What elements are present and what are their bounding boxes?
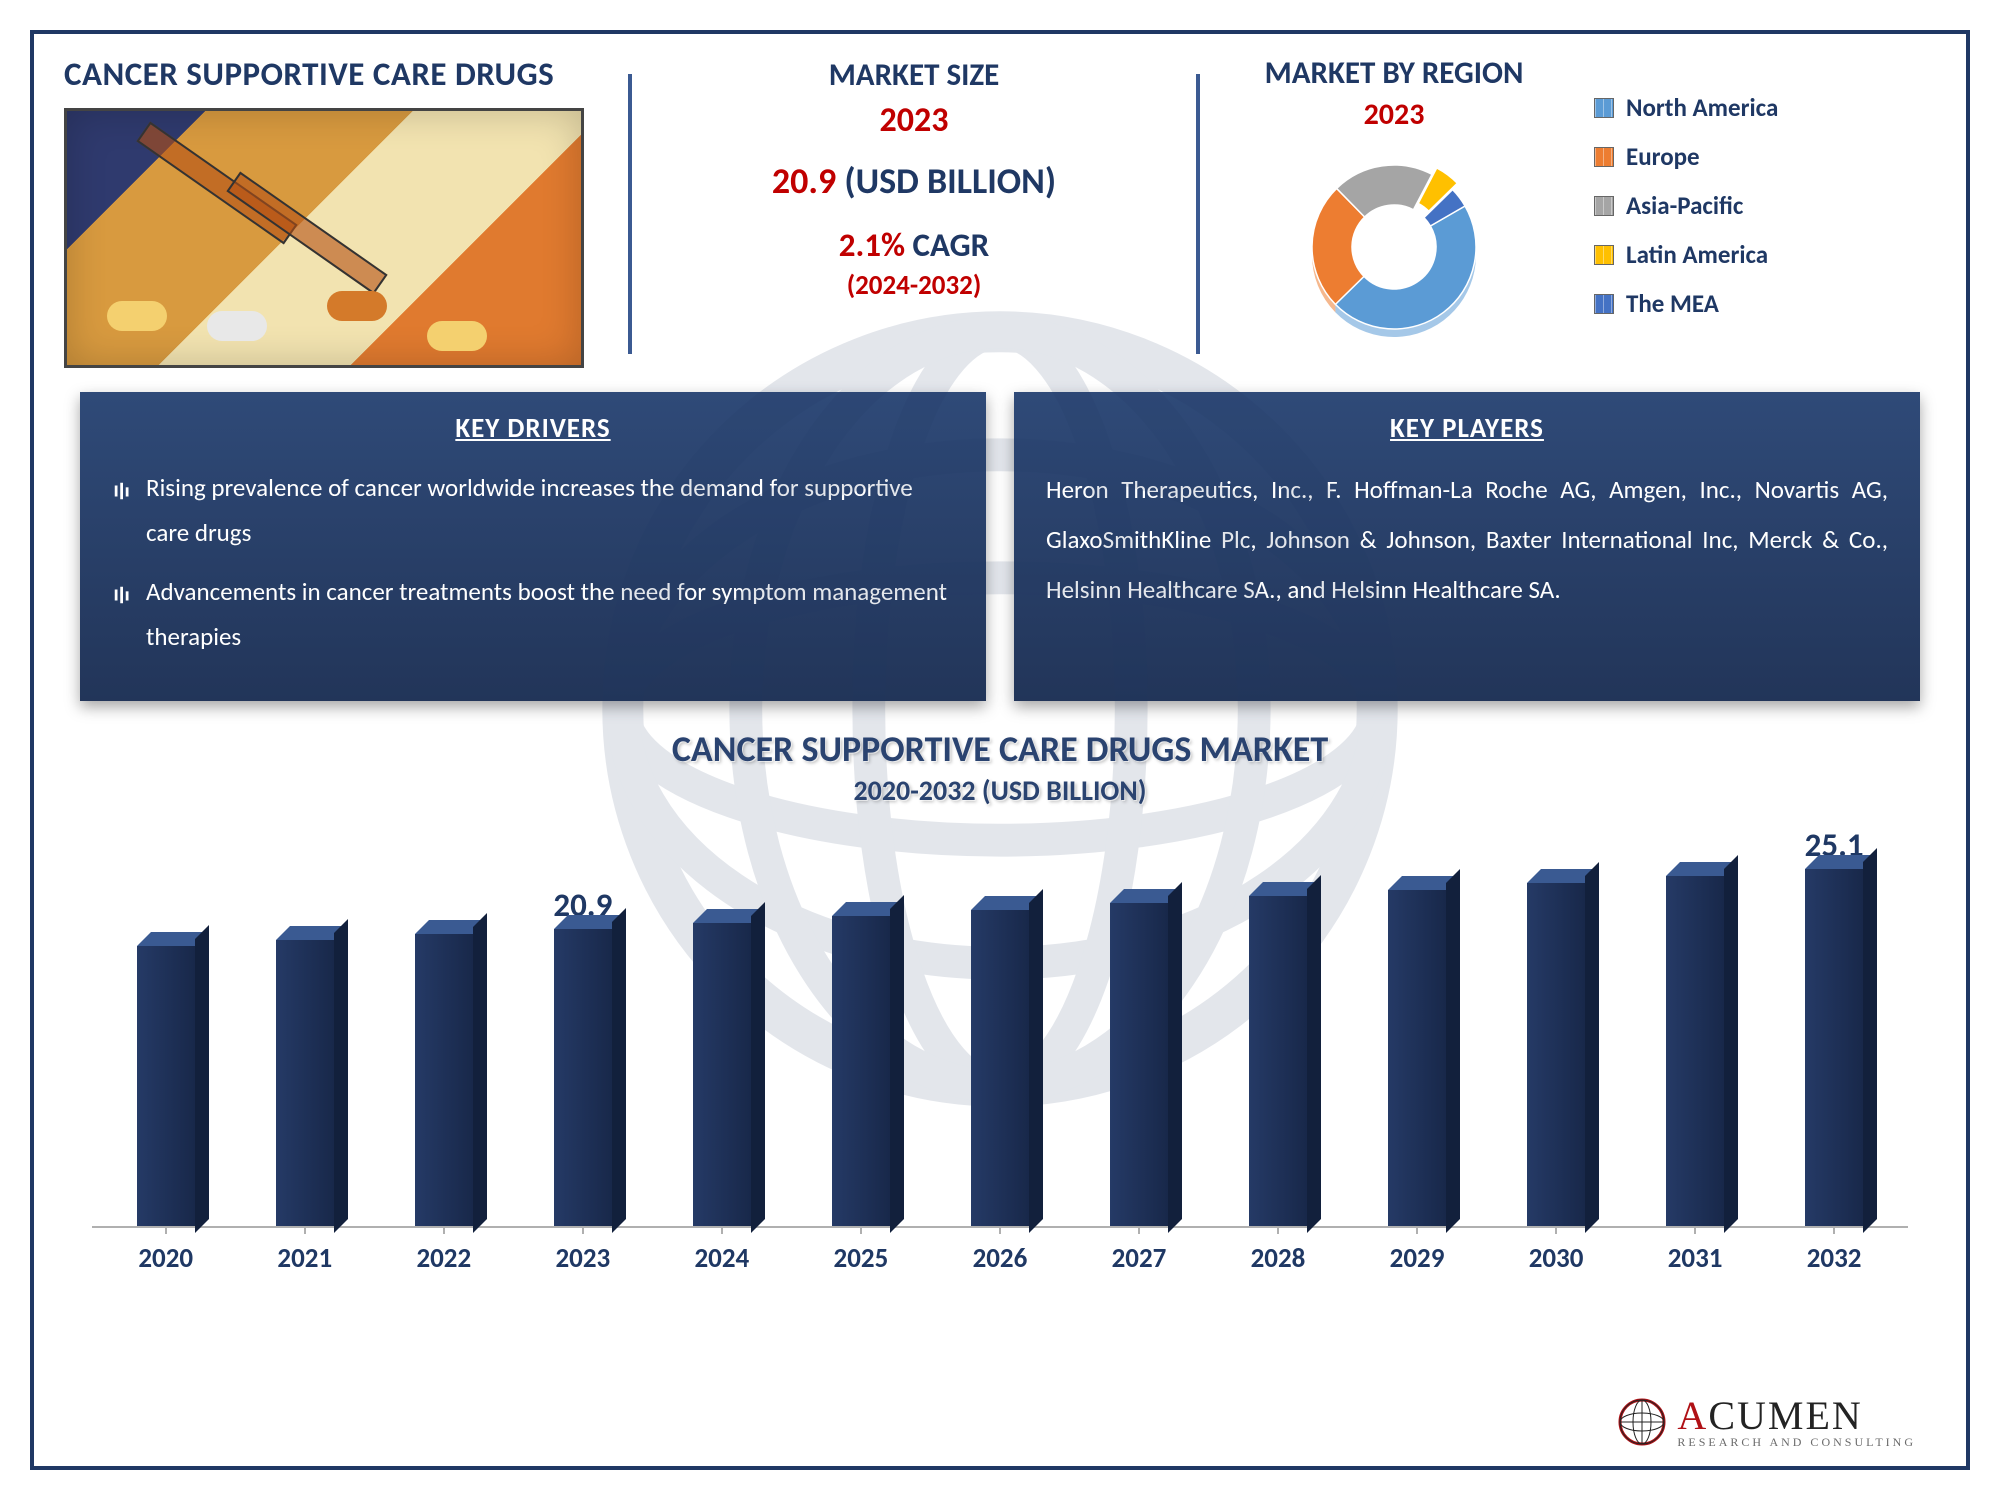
driver-text: Rising prevalence of cancer worldwide in…: [146, 465, 954, 555]
x-tick-label: 2020: [102, 1242, 230, 1275]
bar: [1492, 883, 1620, 1226]
bar: [102, 946, 230, 1226]
bar: [1631, 876, 1759, 1226]
x-tick-label: 2023: [519, 1242, 647, 1275]
bar: [1075, 903, 1203, 1226]
key-players-panel: KEY PLAYERS Heron Therapeutics, Inc., F.…: [1014, 392, 1920, 701]
legend-swatch: [1594, 196, 1614, 216]
bar: [380, 934, 508, 1226]
legend-swatch: [1594, 98, 1614, 118]
legend-item: The MEA: [1594, 288, 1778, 319]
bar: [658, 923, 786, 1226]
x-tick-label: 2026: [936, 1242, 1064, 1275]
legend-label: North America: [1626, 92, 1778, 123]
region-year: 2023: [1194, 96, 1594, 133]
bullet-icon: [112, 465, 146, 555]
globe-icon: [1617, 1397, 1667, 1447]
bar: [797, 916, 925, 1226]
market-cagr: 2.1% CAGR: [644, 225, 1184, 265]
vertical-divider: [628, 74, 632, 354]
x-tick-label: 2029: [1353, 1242, 1481, 1275]
key-players-head: KEY PLAYERS: [1046, 412, 1888, 445]
region-head: MARKET BY REGION: [1194, 54, 1594, 92]
legend-item: Europe: [1594, 141, 1778, 172]
x-tick-label: 2024: [658, 1242, 786, 1275]
driver-text: Advancements in cancer treatments boost …: [146, 569, 954, 659]
legend-swatch: [1594, 147, 1614, 167]
x-tick-label: 2022: [380, 1242, 508, 1275]
legend-label: Asia-Pacific: [1626, 190, 1743, 221]
logo-text: ACUMEN: [1677, 1396, 1916, 1436]
market-size-head: MARKET SIZE: [644, 56, 1184, 94]
x-tick-label: 2025: [797, 1242, 925, 1275]
bar: [1353, 890, 1481, 1226]
market-period: (2024-2032): [644, 269, 1184, 302]
bullet-icon: [112, 569, 146, 659]
market-size-value: 20.9 (USD BILLION): [644, 159, 1184, 203]
key-drivers-panel: KEY DRIVERS Rising prevalence of cancer …: [80, 392, 986, 701]
legend-item: Asia-Pacific: [1594, 190, 1778, 221]
logo-tagline: RESEARCH AND CONSULTING: [1677, 1436, 1916, 1448]
key-players-text: Heron Therapeutics, Inc., F. Hoffman-La …: [1046, 465, 1888, 615]
chart-plot-area: 20.9 25.1: [92, 818, 1908, 1228]
x-tick-label: 2031: [1631, 1242, 1759, 1275]
chart-x-axis: 2020 2021 2022 2023 2024 2025 2026 2027 2028 2029…: [92, 1228, 1908, 1275]
brand-logo: ACUMEN RESEARCH AND CONSULTING: [1617, 1396, 1916, 1448]
chart-subtitle: 2020-2032 (USD BILLION): [92, 773, 1908, 808]
bar: [1214, 896, 1342, 1226]
bar: 25.1: [1770, 869, 1898, 1226]
chart-title: CANCER SUPPORTIVE CARE DRUGS MARKET: [92, 727, 1908, 771]
x-tick-label: 2032: [1770, 1242, 1898, 1275]
legend-swatch: [1594, 294, 1614, 314]
x-tick-label: 2027: [1075, 1242, 1203, 1275]
region-legend: North America Europe Asia-Pacific Latin Ame…: [1594, 54, 1778, 374]
legend-label: Europe: [1626, 141, 1700, 172]
bar: [241, 940, 369, 1226]
x-tick-label: 2021: [241, 1242, 369, 1275]
x-tick-label: 2030: [1492, 1242, 1620, 1275]
region-donut-chart: [1279, 145, 1509, 345]
hero-image: [64, 108, 584, 368]
legend-swatch: [1594, 245, 1614, 265]
bar-chart-section: CANCER SUPPORTIVE CARE DRUGS MARKET 2020…: [34, 701, 1966, 1275]
legend-label: The MEA: [1626, 288, 1719, 319]
bar: 20.9: [519, 929, 647, 1226]
driver-item: Rising prevalence of cancer worldwide in…: [112, 465, 954, 555]
legend-item: North America: [1594, 92, 1778, 123]
infographic-frame: CANCER SUPPORTIVE CARE DRUGS MARKET SIZE…: [30, 30, 1970, 1470]
key-drivers-head: KEY DRIVERS: [112, 412, 954, 445]
bar: [936, 910, 1064, 1226]
legend-label: Latin America: [1626, 239, 1768, 270]
driver-item: Advancements in cancer treatments boost …: [112, 569, 954, 659]
market-size-year: 2023: [644, 100, 1184, 141]
x-tick-label: 2028: [1214, 1242, 1342, 1275]
vertical-divider: [1196, 74, 1200, 354]
page-title: CANCER SUPPORTIVE CARE DRUGS: [64, 54, 634, 94]
legend-item: Latin America: [1594, 239, 1778, 270]
